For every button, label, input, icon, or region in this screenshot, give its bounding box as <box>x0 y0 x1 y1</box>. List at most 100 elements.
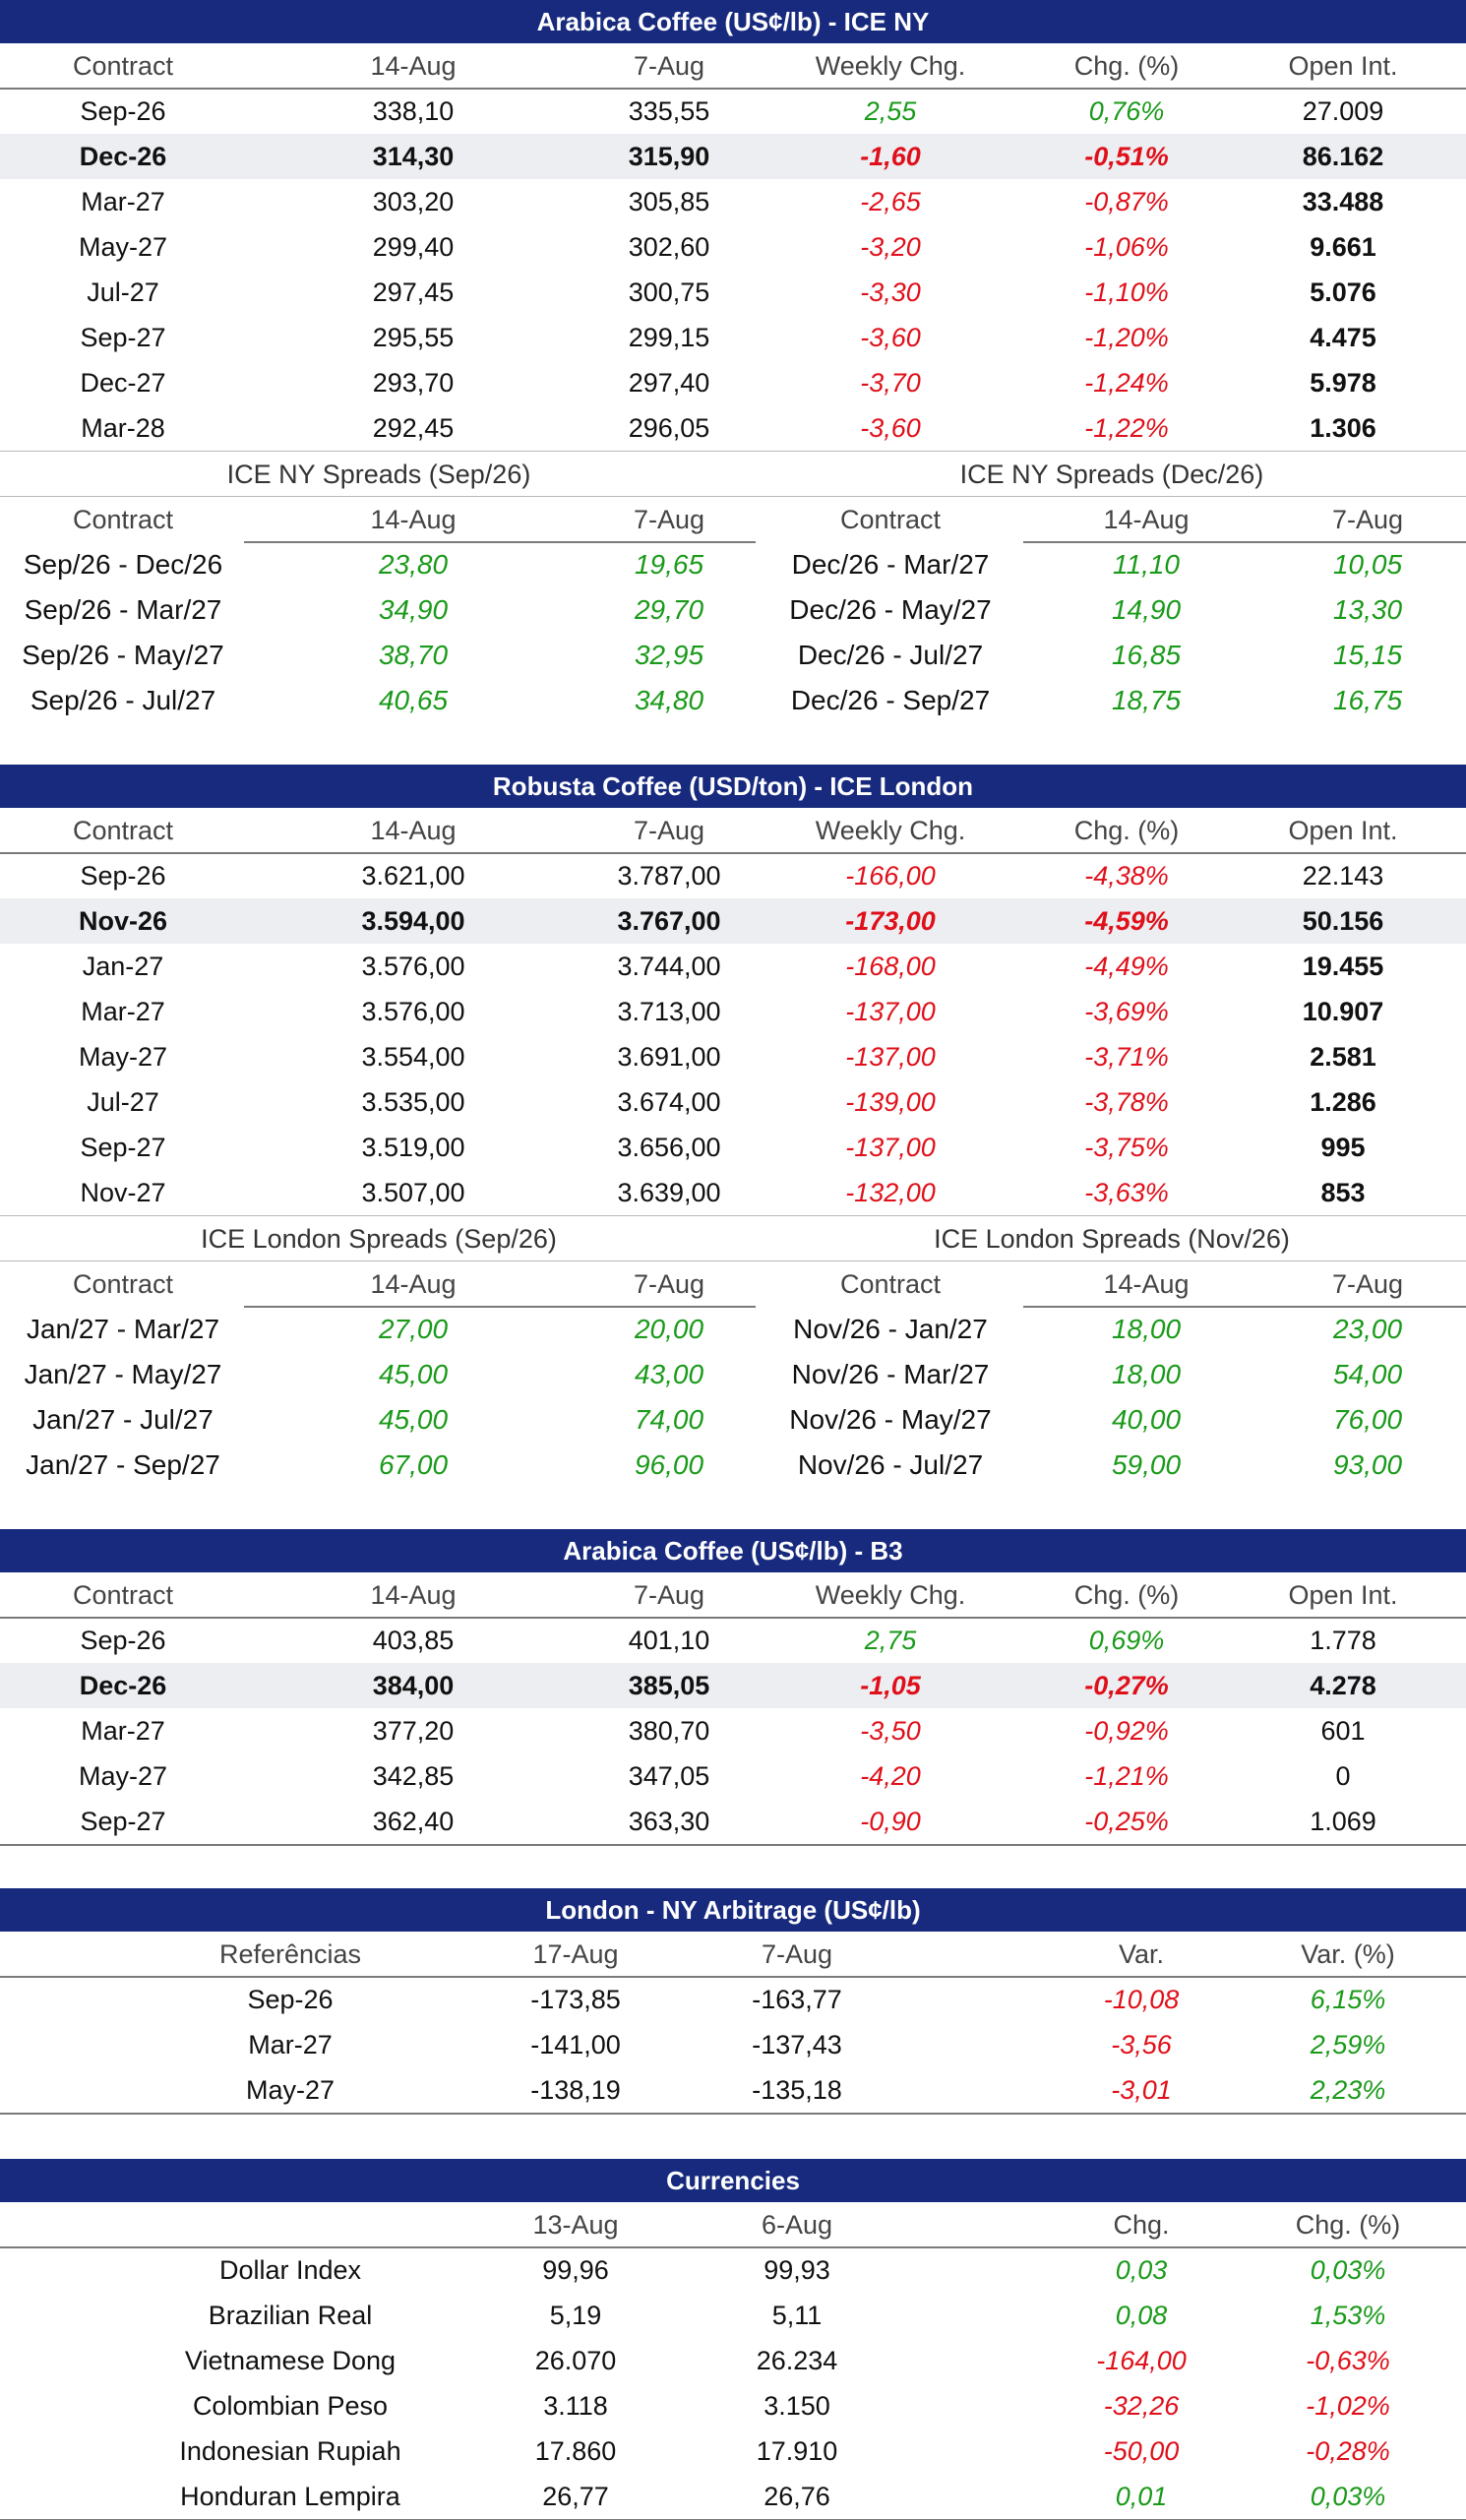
change-pct-cell: -3,69% <box>1084 997 1169 1026</box>
change-pct-cell: 0,03% <box>1310 2255 1386 2285</box>
spread-group-title-left: ICE NY Spreads (Sep/26) <box>226 460 531 489</box>
table-row: Dollar Index 99,96 99,93 0,03 0,03% <box>0 2247 1466 2293</box>
column-header: Weekly Chg. <box>815 51 966 81</box>
contract-cell: Sep-27 <box>80 323 166 352</box>
price-cell: 3.639,00 <box>617 1178 721 1207</box>
spread-value-cell: 10,05 <box>1332 549 1403 580</box>
table-row: Colombian Peso 3.118 3.150 -32,26 -1,02% <box>0 2383 1466 2428</box>
column-header-row: 13-Aug 6-Aug Chg. Chg. (%) <box>0 2202 1466 2247</box>
divider <box>0 1976 1466 1978</box>
column-header: 14-Aug <box>370 1269 457 1299</box>
spread-value-cell: 67,00 <box>378 1449 449 1480</box>
spread-contract-cell: Sep/26 - Mar/27 <box>24 594 222 625</box>
column-header: Contract <box>839 505 942 534</box>
change-cell: -50,00 <box>1103 2436 1180 2466</box>
divider <box>0 2246 1466 2248</box>
change-pct-cell: -4,59% <box>1084 906 1169 936</box>
change-pct-cell: -0,25% <box>1084 1807 1169 1836</box>
spread-contract-cell: Dec/26 - Sep/27 <box>790 685 991 715</box>
change-cell: -4,20 <box>860 1761 921 1791</box>
change-cell: -164,00 <box>1096 2346 1187 2375</box>
open-interest-cell: 9.661 <box>1310 232 1376 262</box>
column-header: Var. (%) <box>1301 1939 1395 1969</box>
column-header-row: Contract 14-Aug 7-Aug Weekly Chg. Chg. (%) Op… <box>0 808 1466 853</box>
change-pct-cell: -1,21% <box>1084 1761 1169 1791</box>
divider <box>0 1617 1466 1619</box>
divider <box>0 852 1466 854</box>
change-pct-cell: -0,27% <box>1084 1671 1169 1700</box>
change-cell: 2,75 <box>864 1626 917 1655</box>
price-cell: 296,05 <box>628 413 710 443</box>
change-pct-cell: 1,53% <box>1310 2301 1386 2330</box>
contract-cell: Jul-27 <box>87 1087 159 1117</box>
spread-value-cell: 45,00 <box>378 1359 449 1389</box>
spread-value-cell: 34,90 <box>378 594 449 625</box>
spread-group-title-right: ICE London Spreads (Nov/26) <box>934 1224 1290 1254</box>
table-row: Sep-26 403,85 401,10 2,75 0,69% 1.778 <box>0 1618 1466 1663</box>
open-interest-cell: 33.488 <box>1302 187 1384 216</box>
spread-value-cell: 54,00 <box>1332 1359 1403 1389</box>
spread-contract-cell: Nov/26 - Jan/27 <box>793 1314 988 1344</box>
value-cell: -137,43 <box>752 2030 842 2059</box>
table-row: Sep-26 338,10 335,55 2,55 0,76% 27.009 <box>0 89 1466 134</box>
contract-cell: Mar-27 <box>81 1716 165 1746</box>
value-cell: 3.118 <box>543 2391 608 2421</box>
price-cell: 292,45 <box>372 413 455 443</box>
price-cell: 314,30 <box>372 142 455 171</box>
spread-group-title-right: ICE NY Spreads (Dec/26) <box>959 460 1264 489</box>
column-header: 7-Aug <box>1331 505 1404 534</box>
spread-contract-cell: Dec/26 - Mar/27 <box>791 549 990 580</box>
spread-value-cell: 19,65 <box>634 549 704 580</box>
contract-cell: Mar-27 <box>81 187 165 216</box>
column-header: Open Int. <box>1288 51 1398 81</box>
price-cell: 3.767,00 <box>617 906 721 936</box>
price-cell: 300,75 <box>628 277 710 307</box>
open-interest-cell: 5.076 <box>1310 277 1376 307</box>
change-pct-cell: -0,92% <box>1084 1716 1169 1746</box>
table-row: Mar-27 303,20 305,85 -2,65 -0,87% 33.488 <box>0 179 1466 224</box>
spread-row: Sep/26 - Mar/27 34,90 29,70 Dec/26 - May/27… <box>0 587 1466 633</box>
change-cell: 0,01 <box>1115 2482 1168 2511</box>
contract-cell: May-27 <box>78 1761 168 1791</box>
price-cell: 3.554,00 <box>361 1042 465 1072</box>
open-interest-cell: 10.907 <box>1302 997 1384 1026</box>
price-cell: 299,15 <box>628 323 710 352</box>
price-cell: 3.594,00 <box>361 906 465 936</box>
price-cell: 3.787,00 <box>617 861 721 891</box>
change-cell: -3,60 <box>860 323 921 352</box>
value-cell: -138,19 <box>530 2075 621 2105</box>
column-header: 14-Aug <box>370 505 457 534</box>
column-header <box>148 2202 433 2247</box>
change-cell: -173,00 <box>845 906 936 936</box>
change-pct-cell: -3,75% <box>1084 1133 1169 1162</box>
price-cell: 315,90 <box>628 142 710 171</box>
price-cell: 303,20 <box>372 187 455 216</box>
price-cell: 3.576,00 <box>361 997 465 1026</box>
contract-cell: Sep-26 <box>80 1626 166 1655</box>
column-header: Referências <box>218 1939 362 1969</box>
spread-header-row: Contract 14-Aug 7-Aug Contract 14-Aug 7-Aug <box>0 497 1466 542</box>
value-cell: 26.234 <box>756 2346 838 2375</box>
column-header: 14-Aug <box>1103 1269 1190 1299</box>
column-header: 7-Aug <box>633 505 705 534</box>
column-header: Open Int. <box>1288 1580 1398 1610</box>
value-cell: 17.860 <box>534 2436 617 2466</box>
change-pct-cell: -1,02% <box>1306 2391 1390 2421</box>
spread-value-cell: 34,80 <box>634 685 704 715</box>
contract-cell: Sep-26 <box>80 96 166 126</box>
change-pct-cell: 2,23% <box>1310 2075 1386 2105</box>
change-cell: -32,26 <box>1103 2391 1180 2421</box>
price-cell: 297,45 <box>372 277 455 307</box>
table-row: May-27 299,40 302,60 -3,20 -1,06% 9.661 <box>0 224 1466 270</box>
spread-value-cell: 76,00 <box>1332 1404 1403 1435</box>
column-header: 7-Aug <box>633 816 705 845</box>
column-header: 7-Aug <box>1331 1269 1404 1299</box>
open-interest-cell: 995 <box>1320 1133 1366 1162</box>
price-cell: 3.656,00 <box>617 1133 721 1162</box>
change-cell: -137,00 <box>845 997 936 1026</box>
spread-contract-cell: Sep/26 - Dec/26 <box>23 549 223 580</box>
open-interest-cell: 22.143 <box>1302 861 1384 891</box>
open-interest-cell: 0 <box>1335 1761 1351 1791</box>
change-cell: -137,00 <box>845 1042 936 1072</box>
price-cell: 384,00 <box>372 1671 455 1700</box>
